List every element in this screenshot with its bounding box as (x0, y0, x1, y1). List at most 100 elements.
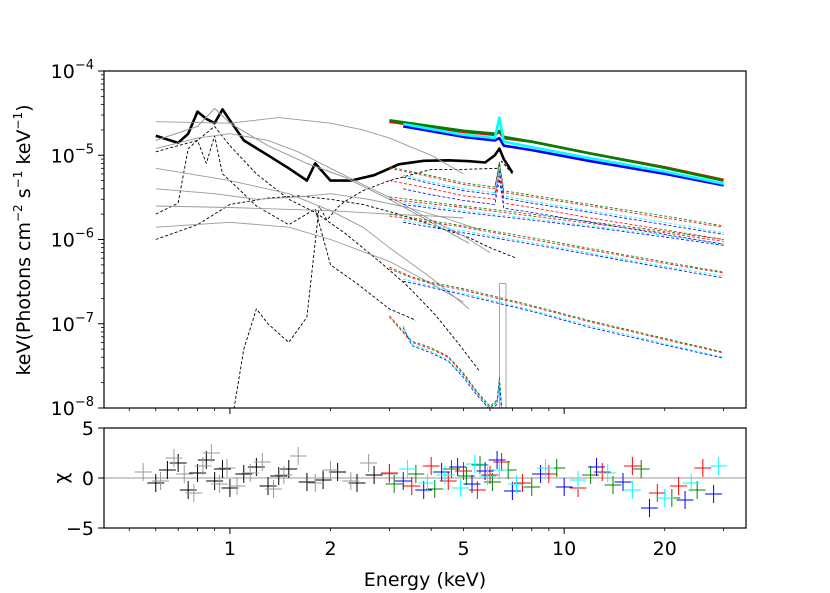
spectrum-model-lines (155, 107, 724, 408)
residual-point-hard-data-blue (433, 463, 451, 481)
residual-point-hard-data-cyan (569, 471, 587, 489)
residual-point-hard-data-cyan (682, 474, 700, 492)
residual-y-tick-label: 5 (82, 418, 94, 440)
residual-points (134, 444, 728, 517)
residual-point-hard-data-red (694, 459, 712, 477)
residual-point-soft-data-black (270, 467, 288, 485)
residual-point-soft-data-black (221, 479, 239, 497)
residual-point-hard-data-red (670, 477, 688, 495)
residual-point-soft-data-black (329, 463, 347, 481)
residual-point-hard-data-blue (503, 482, 521, 500)
model-line-soft-gray-model-1 (155, 107, 470, 244)
residual-point-hard-data-blue (614, 473, 632, 491)
model-line-hard-total-model-cyan (402, 116, 724, 185)
model-line-hard-comp-a-cyan (403, 166, 724, 234)
residual-point-hard-data-cyan (419, 474, 436, 492)
spectrum-x-ticks (128, 408, 725, 414)
residual-point-hard-data-blue (415, 481, 433, 499)
x-tick-label: 10 (552, 538, 576, 560)
model-line-soft-gray-model-4 (155, 205, 464, 219)
model-line-hard-comp-c-red (389, 215, 724, 274)
x-tick-label: 1 (224, 538, 236, 560)
residual-point-hard-data-blue (463, 475, 481, 493)
residual-point-soft-data-black (189, 464, 206, 482)
residual-point-hard-data-blue (449, 458, 467, 476)
model-line-soft-component-3 (155, 135, 417, 321)
residual-point-hard-data-red (481, 466, 499, 484)
model-line-hard-comp-d-cyan (403, 278, 724, 358)
residual-point-soft-data-gray (228, 477, 246, 495)
residual-y-ticks: 5 0 −5 (66, 418, 104, 540)
residual-point-soft-data-gray (210, 475, 228, 493)
residual-point-soft-data-gray (322, 461, 339, 479)
model-line-hard-comp-d-green (389, 266, 724, 353)
y-tick-label: 10−4 (51, 58, 94, 83)
residual-x-ticks: 1 2 5 10 20 (128, 528, 725, 560)
residual-point-hard-data-cyan (479, 467, 497, 485)
residual-point-soft-data-black (348, 474, 366, 492)
residual-point-soft-data-black (206, 472, 224, 490)
residual-point-hard-data-green (407, 465, 425, 483)
residual-point-soft-data-gray (165, 449, 183, 467)
residual-point-soft-data-gray (289, 447, 307, 465)
residual-point-soft-data-gray (360, 454, 378, 472)
model-line-hard-comp-a-green (389, 161, 724, 227)
spectrum-axes-frame (103, 70, 747, 409)
model-line-hard-comp-a-blue (403, 168, 724, 235)
residual-point-hard-data-cyan (710, 457, 728, 475)
residual-point-hard-data-red (380, 464, 398, 482)
residual-point-soft-data-black (169, 454, 187, 472)
x-axis-label: Energy (keV) (364, 569, 486, 591)
model-line-soft-gray-model-6 (155, 117, 464, 175)
model-line-hard-comp-b-green (389, 196, 724, 240)
x-tick-label: 2 (324, 538, 336, 560)
model-line-soft-total-model (155, 108, 514, 182)
model-line-hard-comp-e-cyan (402, 325, 502, 408)
residual-point-soft-data-gray (218, 459, 236, 477)
spectrum-y-axis-label: keV(Photons cm−2 s−1 keV−1) (11, 104, 35, 375)
residual-point-soft-data-black (298, 473, 316, 491)
residual-point-soft-data-gray (241, 464, 259, 482)
residual-point-hard-data-cyan (399, 460, 417, 478)
residual-point-hard-data-red (422, 457, 440, 475)
residual-point-soft-data-gray (342, 472, 360, 490)
model-line-soft-gray-model-7 (155, 167, 470, 310)
residual-point-soft-data-gray (175, 465, 193, 483)
y-tick-label: 10−8 (51, 395, 94, 420)
residual-point-soft-data-gray (152, 472, 169, 490)
model-line-soft-component-1 (155, 195, 517, 259)
model-line-soft-component-4 (233, 160, 513, 408)
model-line-hard-comp-d-red (389, 268, 724, 354)
residual-point-hard-data-cyan (623, 481, 641, 499)
residual-point-hard-data-red (403, 477, 421, 495)
residual-point-hard-data-green (385, 475, 403, 493)
residual-point-hard-data-blue (555, 478, 573, 496)
residual-point-soft-data-gray (185, 484, 203, 502)
residual-y-tick-label: 0 (82, 468, 94, 490)
residual-point-soft-data-black (314, 471, 332, 489)
model-line-hard-comp-f-red (389, 173, 724, 240)
model-line-hard-comp-c-green (389, 213, 724, 273)
residual-point-hard-data-cyan (490, 461, 508, 479)
model-line-gray-line-vertical (498, 283, 507, 408)
residual-point-hard-data-blue (676, 491, 694, 509)
residual-point-hard-data-blue (394, 472, 412, 490)
model-line-hard-comp-c-blue (403, 221, 724, 279)
model-line-soft-component-2 (155, 125, 481, 372)
residual-point-hard-data-cyan (537, 459, 555, 477)
residual-point-hard-data-blue (641, 499, 658, 517)
model-line-hard-comp-b-blue (403, 204, 724, 246)
model-line-hard-total-model-blue (402, 125, 724, 187)
model-line-soft-gray-model-3 (155, 188, 481, 231)
residual-point-soft-data-gray (134, 463, 152, 481)
y-tick-label: 10−5 (51, 142, 94, 167)
y-tick-label: 10−6 (51, 227, 94, 252)
model-line-hard-comp-f-blue (403, 178, 724, 245)
model-line-hard-comp-c-cyan (403, 219, 724, 277)
residual-point-hard-data-cyan (466, 455, 484, 473)
residual-point-hard-data-blue (705, 485, 723, 503)
residual-point-hard-data-green (604, 476, 622, 494)
residual-point-hard-data-cyan (508, 475, 525, 493)
residual-point-soft-data-black (158, 461, 176, 479)
residual-point-soft-data-gray (194, 457, 212, 475)
